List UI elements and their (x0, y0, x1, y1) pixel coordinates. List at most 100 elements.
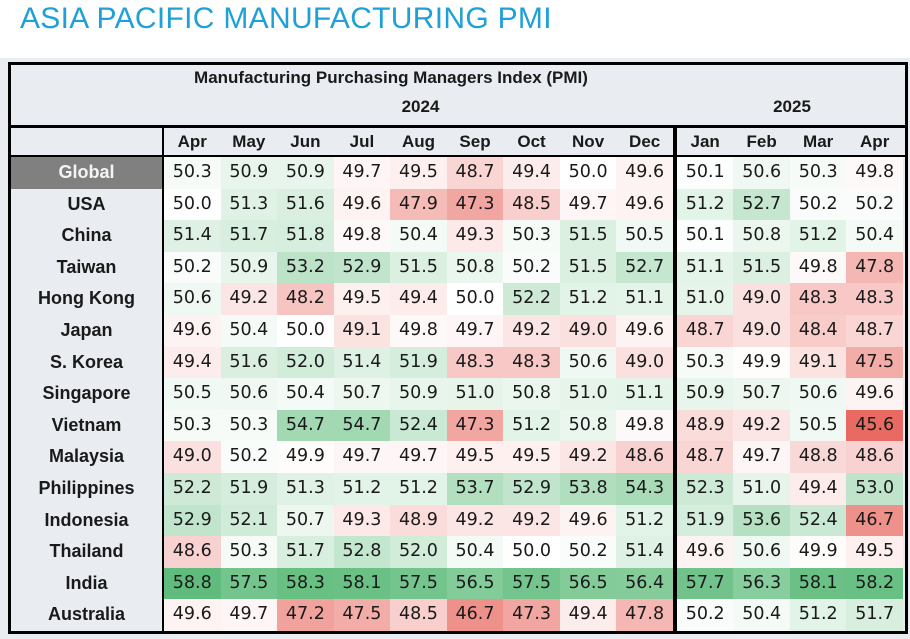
pmi-value-cell: 49.4 (390, 283, 447, 315)
pmi-value-cell: 51.7 (846, 599, 903, 631)
pmi-value-cell: 50.6 (164, 283, 221, 315)
month-header: Oct (517, 132, 546, 151)
pmi-value-cell: 52.2 (164, 472, 221, 505)
pmi-value-cell: 50.2 (846, 188, 903, 221)
pmi-value-cell: 50.8 (733, 220, 790, 252)
pmi-value-cell: 49.6 (616, 157, 673, 189)
pmi-value-cell: 51.4 (164, 220, 221, 252)
pmi-value-cell: 52.7 (733, 188, 790, 221)
pmi-value-cell: 48.7 (676, 314, 734, 347)
pmi-value-cell: 50.3 (164, 157, 221, 189)
pmi-value-cell: 52.0 (277, 346, 334, 379)
pmi-value-cell: 49.0 (164, 441, 221, 473)
pmi-value-cell: 51.5 (390, 251, 447, 284)
pmi-value-cell: 49.8 (390, 314, 447, 347)
pmi-value-cell: 48.7 (446, 157, 504, 189)
year-divider (672, 128, 677, 155)
pmi-value-cell: 50.6 (789, 378, 847, 410)
pmi-value-cell: 50.0 (559, 157, 617, 189)
pmi-value-cell: 49.2 (446, 504, 504, 537)
pmi-value-cell: 49.6 (676, 536, 734, 568)
pmi-value-cell: 50.7 (333, 378, 391, 410)
table-row: Japan 49.6 50.4 50.0 49.1 49.8 49.7 49.2 49.0 49.… (11, 314, 905, 347)
pmi-value-cell: 50.6 (559, 346, 617, 379)
country-label: Australia (11, 599, 164, 631)
pmi-value-cell: 49.7 (220, 599, 278, 631)
pmi-value-cell: 48.6 (616, 441, 673, 473)
pmi-value-cell: 50.0 (277, 314, 334, 347)
pmi-value-cell: 49.5 (333, 283, 391, 315)
pmi-value-cell: 58.2 (846, 567, 903, 600)
pmi-value-cell: 57.5 (503, 567, 560, 600)
pmi-value-cell: 51.4 (616, 536, 673, 568)
pmi-value-cell: 51.5 (559, 220, 617, 252)
pmi-value-cell: 50.6 (733, 157, 790, 189)
pmi-value-cell: 50.4 (446, 536, 504, 568)
pmi-value-cell: 47.8 (846, 251, 903, 284)
pmi-value-cell: 51.9 (390, 346, 447, 379)
pmi-value-cell: 52.0 (390, 536, 447, 568)
country-label: Taiwan (11, 251, 164, 284)
month-header: Jun (290, 132, 321, 151)
pmi-value-cell: 50.1 (676, 220, 734, 252)
pmi-value-cell: 50.6 (733, 536, 790, 568)
pmi-value-cell: 50.2 (503, 251, 560, 284)
year-divider (672, 314, 677, 347)
pmi-value-cell: 50.7 (733, 378, 790, 410)
table-row: Vietnam 50.3 50.3 54.7 54.7 52.4 47.3 51.2 50.8 4… (11, 409, 905, 442)
pmi-value-cell: 51.3 (277, 472, 334, 505)
pmi-value-cell: 51.2 (616, 504, 673, 537)
pmi-value-cell: 50.6 (220, 378, 278, 410)
pmi-value-cell: 47.8 (616, 599, 673, 631)
table-row: Philippines 52.2 51.9 51.3 51.2 51.2 53.7 52.9 5… (11, 472, 905, 505)
pmi-value-cell: 51.2 (789, 599, 847, 631)
month-header: Apr (177, 132, 207, 151)
pmi-value-cell: 50.9 (220, 251, 278, 284)
country-label: Japan (11, 314, 164, 347)
table-row: Thailand 48.6 50.3 51.7 52.8 52.0 50.4 50.0 50.2… (11, 536, 905, 568)
pmi-value-cell: 48.3 (503, 346, 560, 379)
pmi-value-cell: 50.2 (789, 188, 847, 221)
pmi-value-cell: 51.0 (733, 472, 790, 505)
country-label: Philippines (11, 472, 164, 505)
pmi-value-cell: 47.5 (333, 599, 391, 631)
pmi-value-cell: 50.0 (164, 188, 221, 221)
table-row: Indonesia 52.9 52.1 50.7 49.3 48.9 49.2 49.2 49.… (11, 504, 905, 537)
pmi-value-cell: 45.6 (846, 409, 903, 442)
pmi-value-cell: 56.5 (559, 567, 617, 600)
pmi-value-cell: 47.9 (390, 188, 447, 221)
table-row: Malaysia 49.0 50.2 49.9 49.7 49.7 49.5 49.5 49.2… (11, 441, 905, 473)
pmi-value-cell: 48.6 (164, 536, 221, 568)
year-divider (672, 536, 677, 568)
pmi-value-cell: 49.8 (616, 409, 673, 442)
year-divider (672, 220, 677, 252)
month-header: Apr (860, 132, 890, 151)
country-column-header (11, 128, 164, 155)
pmi-value-cell: 49.6 (616, 188, 673, 221)
table-row: Hong Kong 50.6 49.2 48.2 49.5 49.4 50.0 52.2 51.… (11, 283, 905, 315)
pmi-value-cell: 52.2 (503, 283, 560, 315)
pmi-value-cell: 50.3 (220, 409, 278, 442)
pmi-value-cell: 53.7 (446, 472, 504, 505)
pmi-value-cell: 54.7 (277, 409, 334, 442)
pmi-value-cell: 49.9 (277, 441, 334, 473)
month-header: Jan (690, 132, 720, 151)
year-divider (672, 283, 677, 315)
table-row: USA 50.0 51.3 51.6 49.6 47.9 47.3 48.5 49.7 49.6 5… (11, 188, 905, 221)
pmi-value-cell: 51.0 (446, 378, 504, 410)
pmi-value-cell: 47.3 (446, 188, 504, 221)
pmi-value-cell: 49.0 (559, 314, 617, 347)
page-title: ASIA PACIFIC MANUFACTURING PMI (20, 2, 552, 35)
month-header: Jul (349, 132, 375, 151)
year-divider (672, 472, 677, 505)
pmi-value-cell: 51.9 (676, 504, 734, 537)
pmi-table: Manufacturing Purchasing Managers Index … (8, 62, 908, 634)
month-header: Mar (803, 132, 834, 151)
pmi-value-cell: 54.3 (616, 472, 673, 505)
pmi-value-cell: 49.6 (559, 504, 617, 537)
pmi-value-cell: 51.6 (277, 188, 334, 221)
pmi-value-cell: 49.4 (789, 472, 847, 505)
month-header: Aug (401, 132, 435, 151)
pmi-value-cell: 48.7 (676, 441, 734, 473)
pmi-value-cell: 52.1 (220, 504, 278, 537)
